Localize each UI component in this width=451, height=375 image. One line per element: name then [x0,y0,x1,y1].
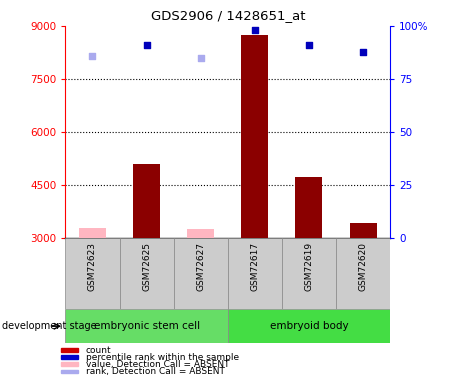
Point [251,27,258,33]
Text: rank, Detection Call = ABSENT: rank, Detection Call = ABSENT [86,367,225,375]
Bar [120,238,174,309]
Bar [187,229,214,238]
Bar [228,238,282,309]
Bar [174,238,228,309]
Bar [65,238,120,309]
Bar [282,238,336,309]
Bar [60,363,78,366]
Point [89,53,96,59]
Text: count: count [86,346,111,355]
Text: embryoid body: embryoid body [270,321,348,331]
Bar [60,348,78,352]
Text: value, Detection Call = ABSENT: value, Detection Call = ABSENT [86,360,229,369]
Bar [60,369,78,374]
Text: development stage: development stage [2,321,97,331]
Text: GSM72623: GSM72623 [88,242,97,291]
Point [143,42,150,48]
Text: GSM72620: GSM72620 [359,242,368,291]
Bar [350,223,377,238]
Bar [336,238,390,309]
Bar [133,164,160,238]
Bar [241,35,268,238]
Text: GSM72627: GSM72627 [196,242,205,291]
Point [305,42,313,48]
Text: GSM72619: GSM72619 [304,242,313,291]
Bar [79,228,106,238]
Point [197,55,204,61]
Text: embryonic stem cell: embryonic stem cell [93,321,200,331]
Title: GDS2906 / 1428651_at: GDS2906 / 1428651_at [151,9,305,22]
Text: percentile rank within the sample: percentile rank within the sample [86,353,239,362]
Bar [295,177,322,238]
Text: GSM72617: GSM72617 [250,242,259,291]
Text: GSM72625: GSM72625 [142,242,151,291]
Bar [60,356,78,359]
Bar [228,309,390,343]
Point [359,49,367,55]
Bar [65,309,228,343]
